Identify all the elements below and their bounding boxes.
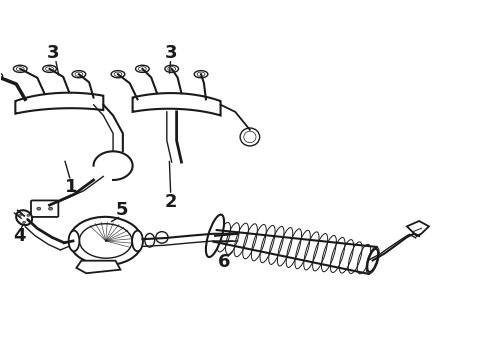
- Text: 5: 5: [116, 202, 128, 220]
- Ellipse shape: [194, 71, 208, 78]
- Ellipse shape: [37, 207, 41, 210]
- Ellipse shape: [23, 221, 25, 224]
- Text: 6: 6: [218, 253, 231, 271]
- FancyBboxPatch shape: [31, 201, 58, 217]
- Ellipse shape: [69, 217, 143, 265]
- Ellipse shape: [13, 65, 27, 72]
- Ellipse shape: [136, 65, 149, 72]
- Ellipse shape: [0, 72, 2, 80]
- Ellipse shape: [132, 231, 143, 251]
- Ellipse shape: [27, 214, 30, 216]
- Ellipse shape: [69, 231, 79, 251]
- Ellipse shape: [16, 210, 32, 225]
- Ellipse shape: [43, 65, 56, 72]
- Text: 1: 1: [65, 178, 78, 196]
- Polygon shape: [407, 221, 429, 236]
- Ellipse shape: [49, 207, 52, 210]
- Ellipse shape: [72, 71, 86, 78]
- Ellipse shape: [111, 71, 125, 78]
- Text: 4: 4: [13, 226, 25, 244]
- Text: 2: 2: [165, 193, 177, 211]
- Ellipse shape: [240, 128, 260, 146]
- Text: 3: 3: [165, 44, 177, 62]
- Polygon shape: [15, 93, 103, 114]
- Ellipse shape: [156, 231, 168, 243]
- Ellipse shape: [145, 233, 155, 247]
- Polygon shape: [76, 261, 121, 273]
- Ellipse shape: [19, 214, 22, 216]
- Ellipse shape: [206, 215, 224, 257]
- Ellipse shape: [368, 249, 378, 272]
- Ellipse shape: [165, 65, 178, 72]
- Text: 3: 3: [47, 44, 60, 62]
- Polygon shape: [133, 93, 220, 116]
